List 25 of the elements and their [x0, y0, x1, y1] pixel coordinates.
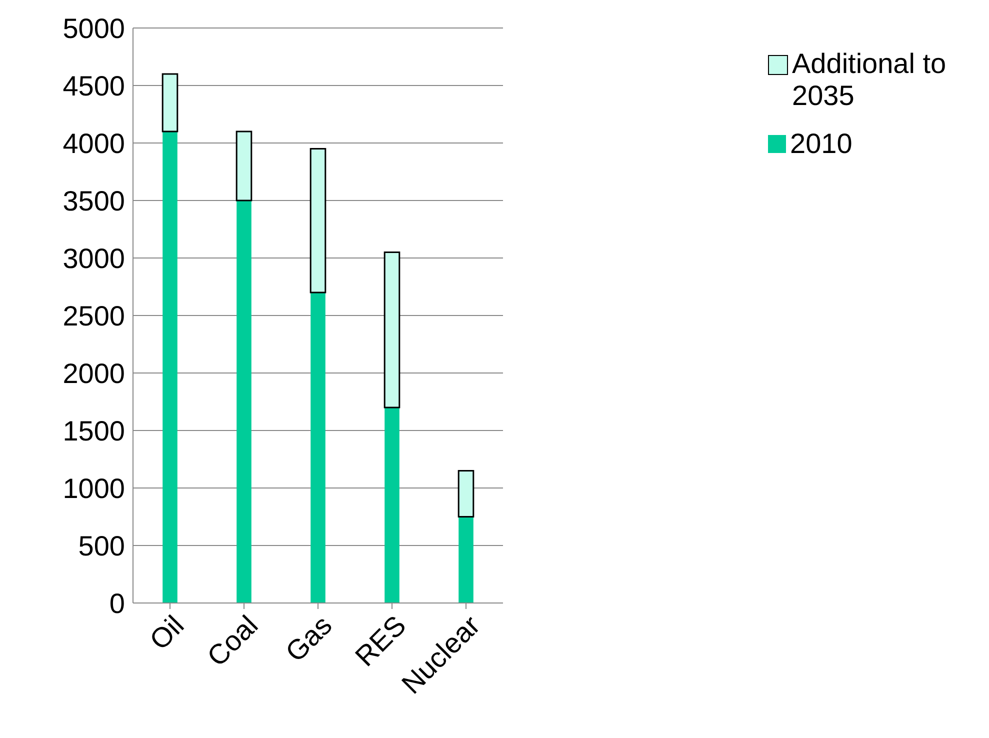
bar: [236, 200, 252, 603]
y-tick-label: 500: [78, 530, 125, 562]
bar: [310, 148, 326, 294]
bar: [162, 132, 178, 603]
y-tick-label: 0: [109, 588, 125, 619]
y-tick-label: 4000: [62, 128, 125, 159]
y-tick-label: 2500: [62, 300, 125, 332]
bar: [458, 470, 474, 518]
y-tick-label: 4500: [62, 70, 125, 102]
y-tick-label: 5000: [62, 12, 125, 44]
legend-label: Additional to 2035: [792, 48, 948, 112]
y-tick-label: 1000: [62, 472, 125, 504]
x-tick-label: Oil: [144, 610, 190, 656]
bar: [384, 252, 400, 408]
bar: [310, 292, 326, 603]
y-tick-label: 3500: [62, 185, 125, 216]
bar: [384, 408, 400, 603]
y-tick-label: 2000: [62, 358, 125, 389]
y-tick-label: 3000: [62, 242, 125, 274]
bar: [236, 130, 252, 202]
y-tick-label: 1500: [62, 415, 125, 446]
x-tick-label: Gas: [280, 610, 338, 668]
bar: [458, 516, 474, 603]
legend-label: 2010: [790, 128, 852, 160]
bar: [162, 73, 178, 132]
